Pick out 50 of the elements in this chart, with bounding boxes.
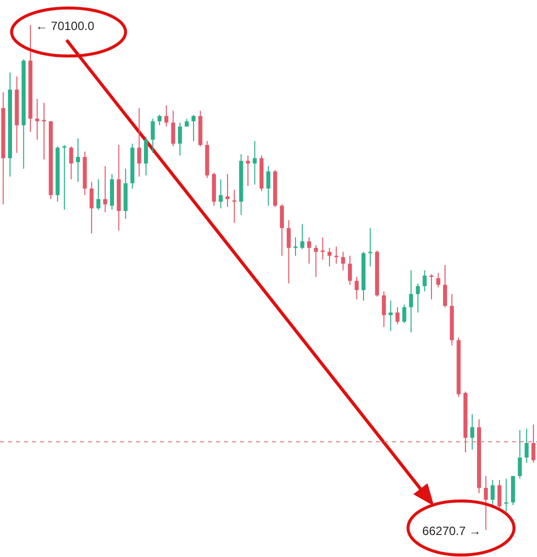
candlestick <box>103 166 108 213</box>
candlestick <box>416 282 420 313</box>
candlestick <box>137 108 142 178</box>
candlestick <box>341 251 346 271</box>
candlestick <box>294 236 298 256</box>
candlestick <box>300 224 304 250</box>
candlestick <box>320 236 325 260</box>
candlestick <box>246 155 250 186</box>
candlestick <box>354 276 359 300</box>
candlestick <box>266 166 270 206</box>
candlestick <box>35 98 40 140</box>
candlestick <box>388 300 393 332</box>
candlestick <box>470 414 474 450</box>
candlestick <box>158 114 162 126</box>
candlestick <box>307 236 312 264</box>
candlestick <box>490 479 495 507</box>
candlestick <box>429 274 434 300</box>
candlestick <box>328 247 332 267</box>
candlestick <box>90 181 94 234</box>
candlestick <box>178 122 182 156</box>
candlestick <box>164 104 168 128</box>
candlestick <box>144 136 148 176</box>
candlestick <box>484 476 488 530</box>
annotation: 66270.7 → <box>422 524 482 538</box>
candlestick <box>96 178 100 210</box>
candlestick <box>150 118 155 154</box>
candlestick <box>69 146 74 180</box>
candlestick <box>395 306 400 325</box>
candlestick <box>443 264 448 308</box>
candlestick <box>314 244 318 278</box>
candlestick <box>280 204 284 256</box>
candlestick <box>226 174 230 208</box>
candlestick <box>531 424 536 464</box>
candlestick <box>497 479 502 510</box>
candlestick <box>382 290 386 328</box>
candlestick <box>42 102 46 160</box>
candlestick <box>436 272 440 288</box>
candlestick <box>252 140 257 186</box>
candlestick <box>422 270 427 292</box>
candlestick <box>286 220 291 284</box>
candlestick <box>518 429 522 480</box>
annotation: ← 70100.0 <box>36 19 95 34</box>
candlestick <box>171 110 176 147</box>
candlestick <box>409 270 414 333</box>
candlestick <box>192 114 196 142</box>
candlestick <box>348 255 352 286</box>
candlestick <box>524 428 529 464</box>
candlestick <box>402 304 406 324</box>
candlestick <box>218 178 223 209</box>
candlestick <box>76 138 80 182</box>
